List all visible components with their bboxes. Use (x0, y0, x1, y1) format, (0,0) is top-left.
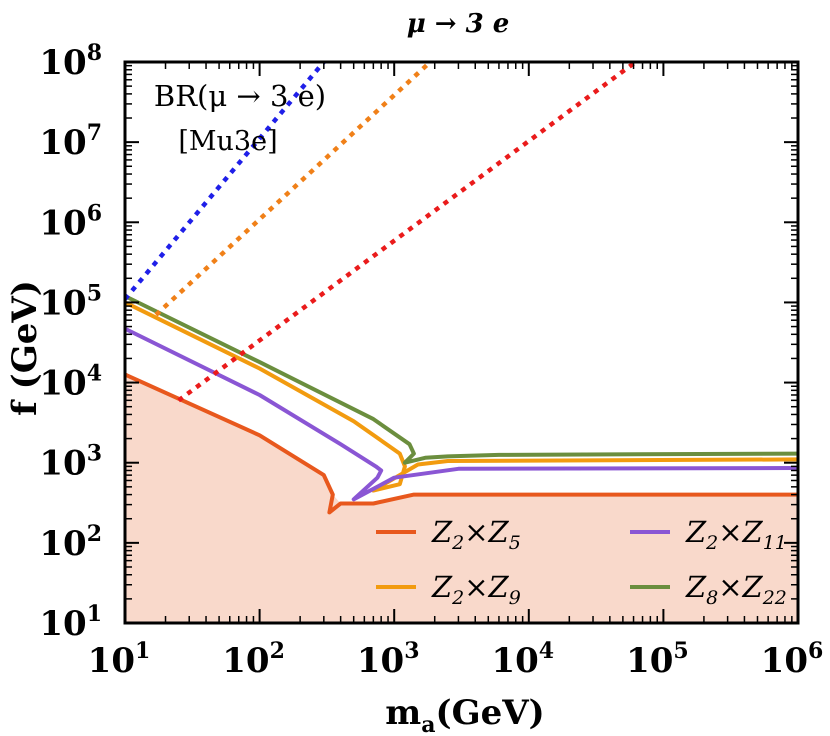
annotation-line1: BR(μ → 3 e) (154, 79, 326, 113)
x-axis-label-main: m (385, 693, 421, 733)
series-line-2 (125, 326, 798, 502)
x-tick-label: 105 (626, 638, 689, 681)
y-tick-label: 107 (39, 120, 102, 163)
legend-label: Z2×Z5 (431, 515, 521, 554)
y-tick-label: 101 (39, 601, 102, 644)
dotted-series-line-4 (125, 62, 326, 301)
y-tick-label: 103 (39, 441, 102, 484)
series-layer (125, 62, 798, 515)
annotation-line2: [Mu3e] (178, 126, 277, 157)
chart-title: μ → 3 e (407, 9, 510, 39)
plot-frame (123, 60, 800, 625)
y-axis-label: f (GeV) (5, 280, 45, 416)
y-tick-label: 105 (39, 280, 102, 323)
x-tick-label: 101 (88, 638, 151, 681)
legend-label: Z8×Z22 (685, 570, 787, 609)
dotted-series-line-6 (177, 62, 637, 403)
x-axis-label: ma(GeV) (385, 693, 544, 736)
y-tick-label: 104 (39, 361, 102, 404)
x-tick-label: 103 (357, 638, 420, 681)
series-line-3 (125, 294, 798, 465)
x-axis-label-sub: a (421, 712, 435, 736)
series-line-0 (125, 372, 798, 515)
svg-text:ma(GeV): ma(GeV) (385, 693, 544, 736)
x-axis-label-unit: (GeV) (436, 693, 545, 733)
legend-label: Z2×Z9 (431, 570, 521, 609)
x-tick-label: 106 (761, 638, 824, 681)
legend-label: Z2×Z11 (685, 515, 787, 554)
legend: Z2×Z5 Z2×Z11 Z2×Z9 Z8×Z22 (376, 515, 787, 609)
y-tick-label: 106 (39, 200, 102, 243)
dotted-series-line-5 (154, 62, 432, 317)
excluded-region (125, 374, 798, 623)
x-tick-label: 102 (222, 638, 285, 681)
y-tick-label: 102 (39, 521, 102, 564)
shaded-region (125, 374, 798, 623)
y-tick-label: 108 (39, 40, 102, 83)
ticks-layer: 101 102 103 104 105 106 101 102 103 104 105 106 107 1… (39, 40, 823, 681)
x-tick-label: 104 (491, 638, 554, 681)
